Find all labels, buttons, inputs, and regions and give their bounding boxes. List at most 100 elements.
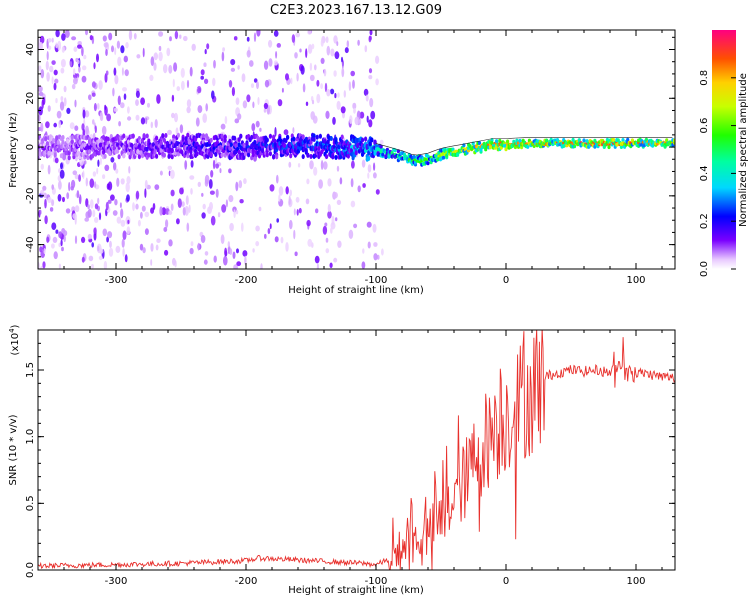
spectrogram-blob (204, 49, 207, 55)
y-tick-label: 20 (25, 92, 36, 105)
spectrogram-blob (103, 260, 108, 269)
spectrogram-ridge (56, 139, 60, 145)
colorbar-tick-label: 0.0 (699, 261, 710, 277)
spectrogram-blob (296, 209, 299, 216)
spectrogram-ridge (360, 137, 365, 143)
spectrogram-ridge (275, 154, 279, 160)
spectrogram-blob (177, 198, 182, 209)
spectrogram-blob (373, 172, 377, 179)
spectrogram-ridge (164, 133, 168, 138)
spectrogram-blob (66, 192, 70, 200)
spectrogram-blob (53, 69, 58, 76)
spectrogram-blob (243, 178, 247, 185)
spectrogram-blob (57, 40, 62, 51)
spectrogram-blob (106, 236, 109, 243)
spectrogram-blob (120, 45, 125, 54)
spectrogram-ridge (159, 140, 163, 146)
spectrogram-blob (136, 54, 141, 59)
spectrogram-blob (244, 255, 247, 266)
spectrogram-blob (105, 49, 108, 56)
spectrogram-ridge (242, 155, 246, 160)
colorbar-tick-label: 0.2 (699, 213, 710, 229)
spectrogram-blob (77, 44, 82, 49)
spectrogram-blob (305, 101, 309, 107)
spectrogram-blob (336, 100, 341, 110)
spectrogram-blob (126, 106, 130, 114)
spectrogram-blob (108, 247, 114, 257)
spectrogram-blob (264, 79, 270, 88)
ridge-edge-line (375, 137, 673, 156)
spectrogram-blob (323, 161, 328, 170)
spectrogram-ridge (612, 138, 616, 142)
spectrogram-blob (309, 160, 314, 170)
spectrogram-blob (230, 67, 236, 72)
spectrogram-blob (267, 228, 271, 235)
spectrogram-blob (246, 36, 250, 42)
x-tick-label: -200 (235, 275, 258, 286)
spectrogram-blob (379, 139, 384, 145)
spectrogram-blob (150, 56, 155, 67)
spectrogram-blob (72, 170, 78, 176)
spectrogram-ridge (86, 155, 90, 161)
spectrogram-blob (334, 51, 340, 60)
spectrogram-blob (113, 67, 117, 76)
spectrogram-ridge (159, 148, 163, 153)
spectrogram-blob (373, 162, 376, 171)
spectrogram-blob (350, 70, 356, 77)
spectrogram-ridge (209, 137, 213, 143)
spectrogram-blob (293, 208, 296, 216)
spectrogram-ridge (545, 138, 549, 143)
spectrogram-blob (236, 248, 239, 254)
spectrogram-blob (53, 122, 57, 128)
spectrogram-blob (224, 247, 228, 256)
spectrogram-blob (255, 225, 260, 232)
spectrogram-blob (58, 120, 62, 129)
spectrogram-blob (235, 181, 239, 192)
spectrogram-blob (40, 163, 44, 170)
spectrogram-blob (273, 30, 279, 37)
spectrogram-blob (361, 261, 366, 269)
spectrogram-blob (253, 78, 258, 83)
spectrogram-blob (72, 213, 77, 220)
spectrogram-blob (325, 248, 330, 254)
spectrogram-ridge (214, 152, 218, 157)
spectrogram-blob (133, 33, 137, 40)
spectrogram-ridge (479, 147, 483, 152)
spectrogram-ridge (209, 152, 213, 158)
spectrogram-blob (63, 85, 67, 93)
spectrogram-blob (150, 121, 153, 129)
spectrogram-blob (225, 199, 228, 208)
spectrogram-ridge (309, 154, 313, 159)
spectrogram-blob (60, 162, 63, 170)
spectrogram-blob (334, 93, 337, 99)
spectrogram-blob (316, 263, 319, 269)
spectrogram-blob (121, 67, 124, 76)
spectrogram-blob (239, 199, 244, 204)
spectrogram-blob (200, 235, 206, 243)
x-tick-label: -300 (105, 275, 128, 286)
spectrogram-blob (302, 83, 306, 93)
spectrogram-blob (55, 229, 59, 234)
spectrogram-blob (102, 174, 106, 180)
spectrogram-blob (168, 64, 173, 74)
spectrogram-blob (186, 99, 192, 108)
spectrogram-blob (309, 74, 315, 82)
spectrogram-ridge (116, 148, 120, 154)
spectrogram-blob (369, 97, 374, 108)
spectrogram-blob (252, 101, 255, 109)
spectrogram-ridge (61, 135, 65, 140)
spectrogram-ridge (329, 136, 333, 141)
spectrogram-blob (156, 94, 161, 104)
spectrogram-blob (211, 90, 215, 100)
spectrogram-blob (285, 242, 289, 252)
spectrogram-ridge (220, 133, 224, 139)
spectrogram-blob (111, 45, 114, 53)
spectrogram-blob (209, 190, 215, 195)
spectrogram-blob (101, 125, 107, 135)
spectrogram-blob (277, 99, 283, 107)
spectrogram-blob (124, 254, 128, 263)
spectrogram-ridge (220, 152, 224, 158)
spectrogram-blob (97, 197, 100, 205)
spectrogram-blob (229, 248, 233, 256)
spectrogram-blob (343, 90, 346, 98)
